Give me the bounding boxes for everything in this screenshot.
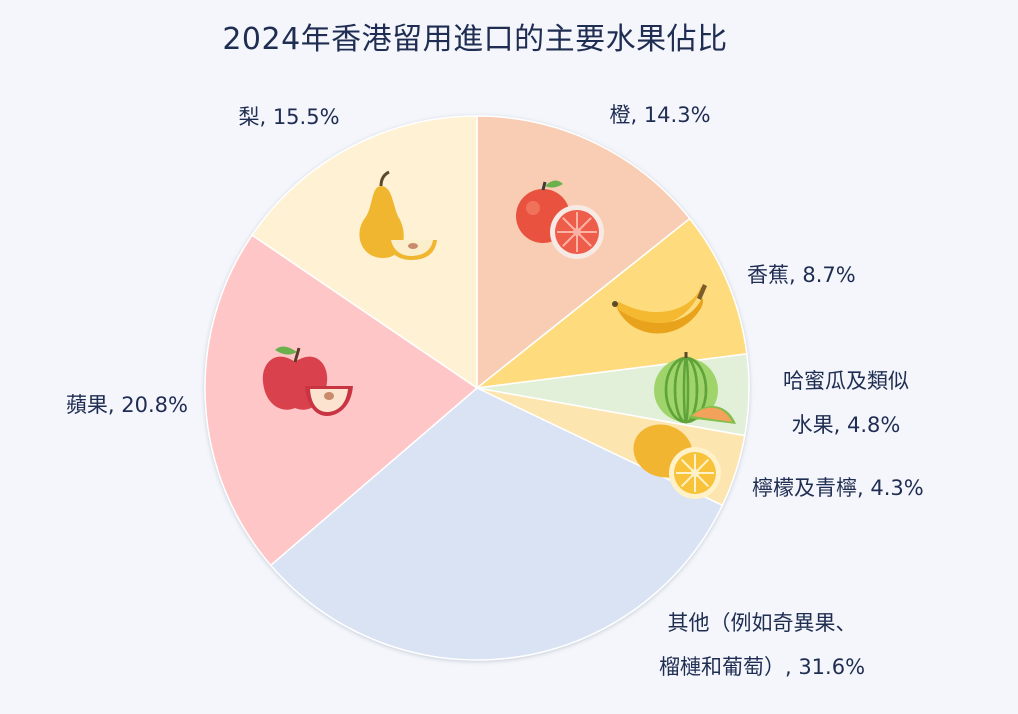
- chart-title: 2024年香港留用進口的主要水果佔比: [222, 22, 728, 57]
- pear-icon: [359, 170, 437, 260]
- melon-icon: [654, 352, 736, 424]
- banana-icon: [612, 284, 707, 334]
- pie-slice-4: [269, 387, 724, 661]
- slice-label-5: 蘋果, 20.8%: [66, 393, 188, 417]
- lemon-icon: [633, 424, 721, 499]
- slice-label-6: 梨, 15.5%: [238, 105, 339, 129]
- slice-label-1: 香蕉, 8.7%: [747, 263, 856, 287]
- pie-slice-6: [250, 115, 478, 390]
- slice-label-4: 其他（例如奇異果、榴槤和葡萄）, 31.6%: [659, 611, 865, 679]
- apple-icon: [262, 346, 353, 416]
- slice-label-2: 哈蜜瓜及類似水果, 4.8%: [783, 369, 909, 437]
- orange-fruit-icon: [516, 180, 604, 259]
- slice-label-0: 橙, 14.3%: [609, 103, 710, 127]
- pie-slice-1: [474, 217, 748, 390]
- slice-label-3: 檸檬及青檸, 4.3%: [752, 476, 924, 500]
